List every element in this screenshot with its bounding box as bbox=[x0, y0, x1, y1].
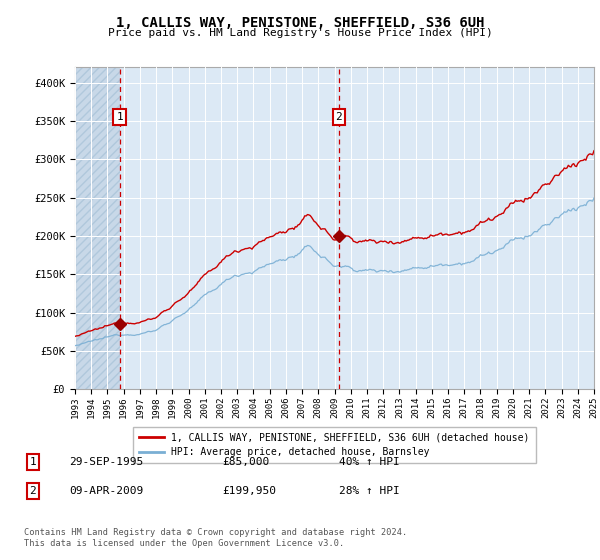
Text: 2: 2 bbox=[335, 112, 342, 122]
Text: 40% ↑ HPI: 40% ↑ HPI bbox=[339, 457, 400, 467]
Text: 1: 1 bbox=[29, 457, 37, 467]
Text: 09-APR-2009: 09-APR-2009 bbox=[69, 486, 143, 496]
Text: £85,000: £85,000 bbox=[222, 457, 269, 467]
Text: 1, CALLIS WAY, PENISTONE, SHEFFIELD, S36 6UH: 1, CALLIS WAY, PENISTONE, SHEFFIELD, S36… bbox=[116, 16, 484, 30]
Text: 28% ↑ HPI: 28% ↑ HPI bbox=[339, 486, 400, 496]
Text: 1: 1 bbox=[116, 112, 123, 122]
Bar bbox=[75, 67, 119, 389]
Legend: 1, CALLIS WAY, PENISTONE, SHEFFIELD, S36 6UH (detached house), HPI: Average pric: 1, CALLIS WAY, PENISTONE, SHEFFIELD, S36… bbox=[133, 427, 536, 463]
Text: Price paid vs. HM Land Registry's House Price Index (HPI): Price paid vs. HM Land Registry's House … bbox=[107, 28, 493, 38]
Text: 29-SEP-1995: 29-SEP-1995 bbox=[69, 457, 143, 467]
Text: Contains HM Land Registry data © Crown copyright and database right 2024.
This d: Contains HM Land Registry data © Crown c… bbox=[24, 528, 407, 548]
Text: £199,950: £199,950 bbox=[222, 486, 276, 496]
Text: 2: 2 bbox=[29, 486, 37, 496]
